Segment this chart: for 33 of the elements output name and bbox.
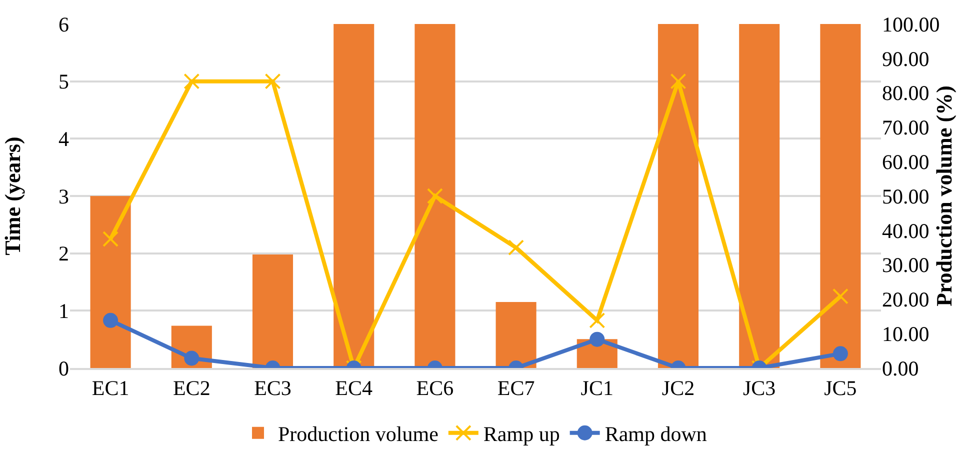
y-tick-label: 1 (58, 299, 69, 324)
y-axis-title: Time (years) (0, 136, 25, 256)
y-tick-label: 2 (58, 242, 69, 266)
y2-tick-label: 70.00 (882, 116, 930, 140)
x-tick-label: EC3 (254, 376, 292, 400)
y2-axis-title: Production volume (%) (931, 86, 956, 306)
y-tick-label: 4 (58, 127, 70, 152)
y2-tick-label: 80.00 (882, 81, 930, 106)
y2-tick-label: 90.00 (882, 46, 930, 71)
y-tick-label: 3 (58, 184, 69, 208)
legend-label: Ramp up (483, 422, 560, 446)
x-tick-label: JC1 (580, 376, 614, 400)
y2-tick-label: 30.00 (882, 253, 930, 278)
y2-tick-label: 100.00 (882, 12, 940, 36)
x-tick-label: JC3 (743, 376, 776, 400)
x-tick-label: EC1 (92, 376, 130, 400)
y-tick-label: 5 (58, 70, 69, 94)
x-tick-label: JC5 (824, 376, 857, 400)
x-tick-label: EC7 (497, 376, 535, 400)
legend-label: Ramp down (604, 422, 708, 446)
y2-tick-label: 0.00 (882, 356, 919, 380)
y2-tick-label: 10.00 (882, 322, 930, 346)
y2-tick-label: 60.00 (882, 150, 930, 174)
legend-label: Production volume (278, 422, 438, 446)
y-tick-label: 0 (58, 356, 69, 380)
x-tick-label: EC2 (172, 376, 210, 400)
y-tick-label: 6 (58, 12, 69, 36)
x-tick-label: EC6 (416, 376, 454, 400)
y2-tick-label: 40.00 (882, 218, 930, 243)
y2-tick-label: 20.00 (882, 288, 930, 312)
y2-tick-label: 50.00 (882, 184, 930, 208)
x-tick-label: JC2 (662, 376, 695, 400)
x-tick-label: EC4 (335, 376, 374, 400)
